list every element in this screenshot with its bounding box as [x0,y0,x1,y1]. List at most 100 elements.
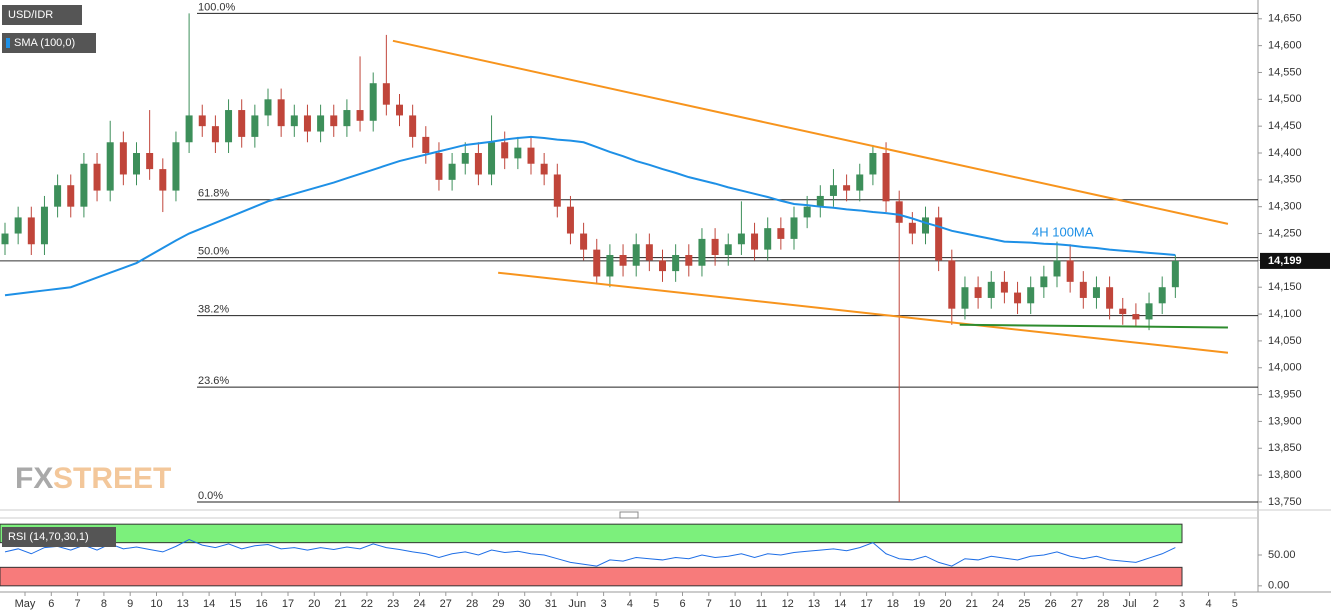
x-tick-label: 21 [334,598,346,610]
candle-body [553,174,561,207]
candle-body [1079,281,1087,298]
x-tick-label: 7 [706,598,712,610]
candle-body [474,153,482,175]
candle-body [816,195,824,207]
candle-body [290,115,298,127]
candle-body [1119,308,1127,315]
candle-body [106,142,114,191]
candle-body [225,110,233,143]
candle-body [803,206,811,218]
candle-body [1014,292,1022,304]
candle-body [461,153,469,164]
candle-body [448,163,456,180]
x-tick-label: 12 [782,598,794,610]
y-tick-label: 13,850 [1268,442,1302,454]
x-tick-label: 20 [308,598,320,610]
candle-body [27,217,35,245]
x-tick-label: 7 [75,598,81,610]
candle-body [198,115,206,127]
fib-label: 23.6% [198,375,229,387]
trendline [392,39,1229,225]
x-tick-label: 21 [966,598,978,610]
candle-body [790,217,798,239]
candle-body [1053,260,1061,277]
x-tick-label: 3 [601,598,607,610]
candle-body [685,255,693,266]
candle-body [724,244,732,255]
symbol-tag [2,5,82,25]
y-tick-label: 14,450 [1268,120,1302,132]
y-tick-label: 14,150 [1268,281,1302,293]
x-tick-label: 10 [150,598,162,610]
x-tick-label: 22 [361,598,373,610]
rsi-y-tick-label: 50.00 [1268,549,1296,561]
x-tick-label: 4 [627,598,633,610]
sma-line [4,135,1176,297]
x-tick-label: 10 [729,598,741,610]
fib-label: 100.0% [198,1,236,13]
x-tick-label: 9 [127,598,133,610]
sma-label: SMA (100,0) [14,37,75,49]
trendline [959,323,1228,329]
x-tick-label: 26 [1045,598,1057,610]
candle-body [711,238,719,255]
candle-body [580,233,588,250]
y-tick-label: 14,500 [1268,93,1302,105]
rsi-oversold-zone [0,566,1183,587]
x-tick-label: 16 [256,598,268,610]
rsi-tag [2,527,116,547]
candle-body [435,153,443,180]
candle-body [764,228,772,250]
candle-body [119,142,127,175]
fib-label: 61.8% [198,188,229,200]
candle-body [645,244,653,261]
x-tick-label: 24 [413,598,425,610]
candle-body [751,233,759,250]
candle-body [843,185,851,191]
candle-body [1158,287,1166,304]
y-tick-label: 13,800 [1268,469,1302,481]
main-plot: 100.0% 61.8% 50.0% 38.2% 23.6% 0.0% 4H 100MA [0,1,1258,503]
candle-body [1040,276,1048,288]
candle-body [737,233,745,245]
candle-body [619,255,627,266]
candle-body [777,228,785,239]
x-tick-label: 6 [679,598,685,610]
candle-body [264,99,272,116]
resize-handle[interactable] [619,511,639,519]
x-tick-label: 5 [653,598,659,610]
candle-body [1027,287,1035,304]
candle-body [277,99,285,127]
candle-body [672,255,680,272]
x-tick-label: 5 [1232,598,1238,610]
x-tick-label: Jul [1123,598,1137,610]
candle-body [987,281,995,298]
x-tick-label: 30 [519,598,531,610]
candle-body [185,115,193,143]
x-tick-label: 28 [466,598,478,610]
candle-body [882,153,890,202]
y-tick-label: 13,900 [1268,415,1302,427]
candle-body [40,206,48,245]
x-tick-label: 17 [282,598,294,610]
x-tick-label: 27 [440,598,452,610]
rsi-overbought-zone [0,523,1183,544]
candle-body [356,110,364,121]
x-tick-label: 3 [1179,598,1185,610]
candle-body [632,244,640,266]
y-tick-label: 13,750 [1268,496,1302,508]
x-tick-label: 2 [1153,598,1159,610]
candle-body [1000,281,1008,293]
x-tick-label: 31 [545,598,557,610]
candle-body [488,142,496,175]
y-tick-label: 14,400 [1268,147,1302,159]
candle-body [895,201,903,223]
candle-body [566,206,574,234]
y-tick-label: 14,250 [1268,227,1302,239]
candle-body [935,217,943,261]
candle-body [133,153,140,175]
candle-body [422,136,430,153]
y-tick-label: 14,550 [1268,66,1302,78]
candle-body [80,163,88,207]
